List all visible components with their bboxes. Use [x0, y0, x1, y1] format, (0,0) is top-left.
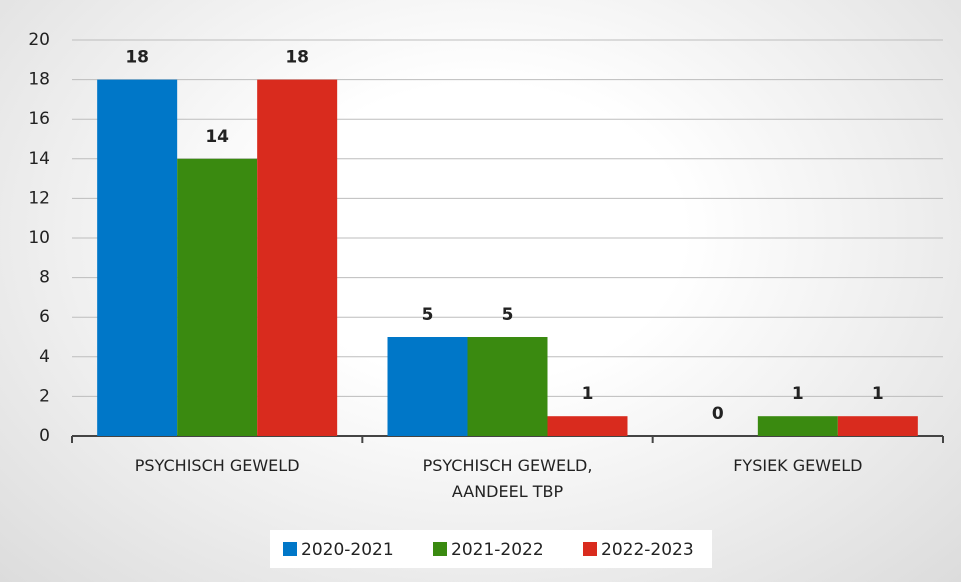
y-tick-label: 4 [39, 347, 50, 367]
legend-box [270, 530, 712, 568]
legend-swatch [583, 542, 597, 556]
legend-label: 2021-2022 [451, 540, 544, 560]
bar [257, 79, 338, 436]
legend-label: 2020-2021 [301, 540, 394, 560]
data-label: 18 [125, 48, 149, 68]
bar [177, 158, 258, 437]
data-label: 1 [582, 384, 594, 404]
y-tick-label: 6 [39, 307, 50, 327]
data-label: 0 [712, 404, 724, 424]
y-tick-label: 10 [28, 228, 50, 248]
bar [837, 416, 918, 436]
y-tick-label: 8 [39, 268, 50, 288]
data-label: 1 [872, 384, 884, 404]
y-tick-label: 20 [28, 30, 50, 50]
bar [547, 416, 628, 436]
bar [467, 337, 548, 436]
bar [97, 79, 178, 436]
data-label: 5 [502, 305, 514, 325]
y-tick-label: 16 [28, 109, 50, 129]
legend-label: 2022-2023 [601, 540, 694, 560]
data-label: 14 [205, 127, 229, 147]
y-tick-label: 14 [28, 149, 50, 169]
legend-swatch [283, 542, 297, 556]
data-label: 5 [422, 305, 434, 325]
y-tick-label: 2 [39, 386, 50, 406]
data-label: 1 [792, 384, 804, 404]
y-tick-label: 18 [28, 70, 50, 90]
x-tick-label: FYSIEK GEWELD [733, 456, 863, 475]
y-tick-label: 12 [28, 188, 50, 208]
bar [757, 416, 838, 436]
x-tick-label: PSYCHISCH GEWELD, AANDEEL TBP [422, 456, 593, 501]
x-tick-label: PSYCHISCH GEWELD [134, 456, 300, 475]
y-tick-label: 0 [39, 426, 50, 446]
legend-swatch [433, 542, 447, 556]
data-label: 18 [285, 48, 309, 68]
bar [387, 337, 468, 436]
